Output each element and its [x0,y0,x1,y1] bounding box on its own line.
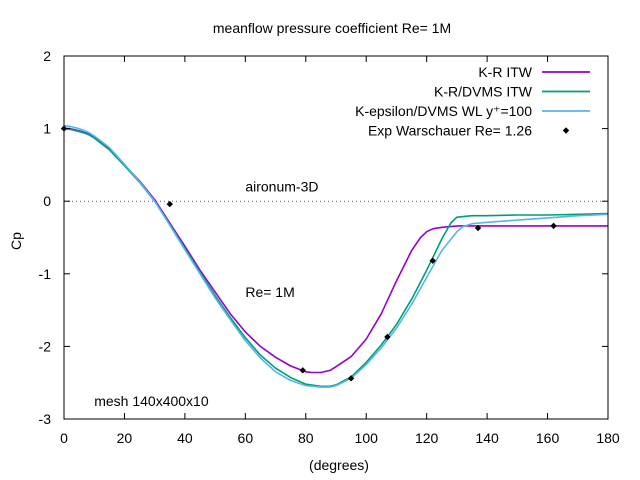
annotation: mesh 140x400x10 [94,393,209,409]
y-axis-label: Cp [8,232,24,250]
x-tick-label: 20 [117,430,133,446]
x-tick-label: 120 [415,430,439,446]
legend-label: Exp Warschauer Re= 1.26 [368,123,532,139]
x-tick-label: 80 [298,430,314,446]
annotation: aironum-3D [245,179,318,195]
x-tick-label: 140 [475,430,499,446]
plot-area: 0 20 40 60 80 100 120 140 160 180 -3 -2 -1 0 1 2 aironum… [39,48,620,446]
data-point [166,200,173,208]
x-tick-label: 100 [355,430,379,446]
series-line-3 [63,124,609,388]
legend-label: K-R/DVMS ITW [434,84,533,100]
y-tick-label: -1 [39,266,52,282]
data-point [347,375,355,382]
annotation: Re= 1M [245,284,294,300]
y-tick-label: -2 [39,338,52,354]
legend-marker [562,127,570,134]
y-tick-label: 0 [43,193,51,209]
data-point [384,333,391,341]
data-point [429,257,436,264]
legend-label: K-epsilon/DVMS WL y⁺=100 [355,103,532,119]
x-axis-label: (degrees) [309,457,369,473]
chart-title: meanflow pressure coefficient Re= 1M [213,20,451,36]
y-tick-label: 1 [43,121,51,137]
x-tick-label: 180 [596,430,620,446]
legend-label: K-R ITW [478,64,532,80]
series-line-2 [63,127,609,388]
series-line-1 [64,127,608,374]
data-point [474,224,482,232]
y-tick-label: -3 [39,411,52,427]
x-tick-label: 40 [177,430,193,446]
data-point [550,222,557,230]
plot-frame [63,55,609,420]
x-tick-label: 160 [536,430,560,446]
y-tick-label: 2 [43,48,51,64]
x-tick-label: 0 [60,430,68,446]
data-point [299,367,306,374]
x-tick-label: 60 [238,430,254,446]
